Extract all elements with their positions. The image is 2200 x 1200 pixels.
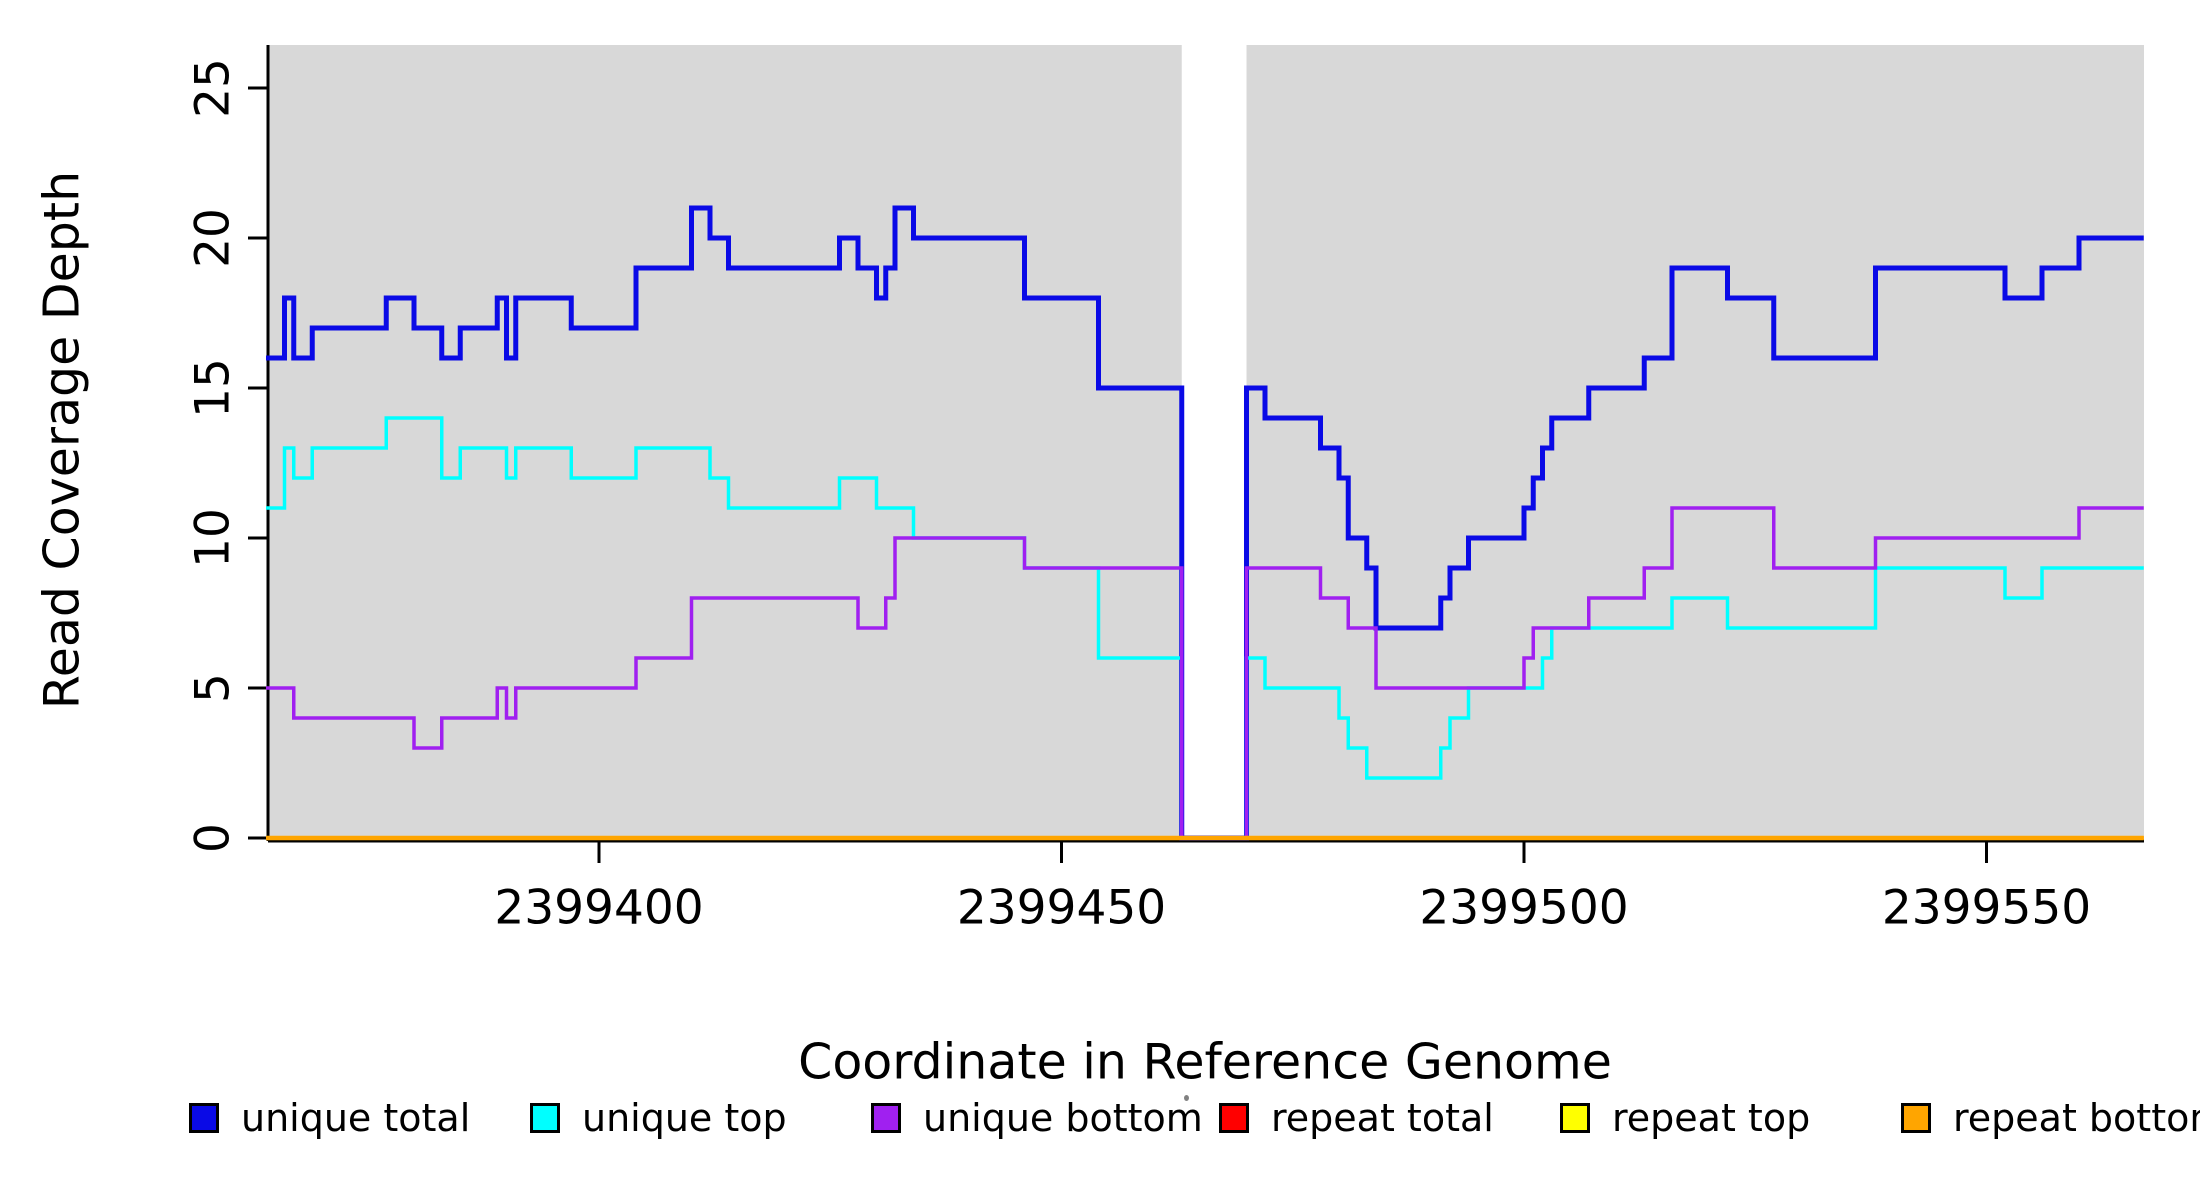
y-tick-label: 10 (185, 508, 241, 568)
y-tick-label: 0 (185, 823, 241, 853)
series-unique-bottom (266, 506, 2144, 840)
x-axis-title: Coordinate in Reference Genome (798, 1033, 1612, 1091)
x-tick-label: 2399450 (956, 880, 1167, 936)
stray-dot-artifact (1184, 1095, 1189, 1101)
x-tick-label: 2399400 (494, 880, 704, 936)
y-tick-label: 20 (185, 208, 241, 268)
background-shading-right (1246, 45, 2144, 838)
series-unique-top (266, 416, 2144, 840)
y-tick-label: 25 (185, 58, 241, 118)
y-tick-label: 5 (185, 673, 241, 703)
y-axis-title: Read Coverage Depth (33, 170, 91, 710)
y-tick-label: 15 (185, 358, 241, 418)
x-tick-label: 2399550 (1881, 880, 2092, 936)
background-shading-left (268, 45, 1182, 838)
x-tick-label: 2399500 (1419, 880, 1629, 936)
